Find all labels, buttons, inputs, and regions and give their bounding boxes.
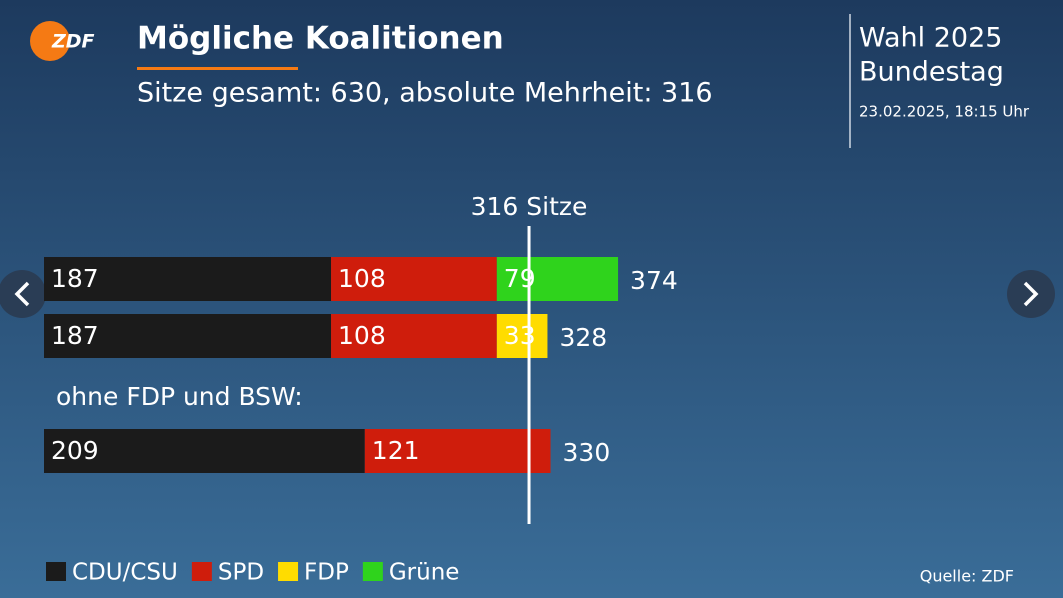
logo: ZDF: [51, 31, 95, 53]
total-label: 374: [630, 266, 678, 295]
nav-prev-icon: [14, 281, 30, 307]
reference-label: 316 Sitze: [471, 192, 588, 221]
legend-swatch: [278, 562, 299, 581]
value-label: 108: [338, 321, 386, 350]
sidebar-line1: Wahl 2025: [859, 23, 1002, 54]
nav-next-icon: [1023, 281, 1039, 307]
title-underline: [137, 67, 298, 70]
nav-prev-button[interactable]: [0, 270, 46, 318]
bar-segment: [331, 314, 497, 358]
legend-label: Grüne: [389, 560, 460, 586]
source: Quelle: ZDF: [920, 567, 1014, 586]
value-label: 209: [51, 436, 99, 465]
value-label: 33: [504, 321, 536, 350]
bar-segment: [44, 314, 332, 358]
subtitle: Sitze gesamt: 630, absolute Mehrheit: 31…: [137, 78, 713, 109]
logo-circle: [30, 21, 70, 61]
value-label: 108: [338, 264, 386, 293]
value-label: 121: [372, 436, 420, 465]
legend-label: FDP: [304, 560, 349, 586]
total-label: 328: [559, 323, 607, 352]
annotation: ohne FDP und BSW:: [56, 382, 303, 411]
bar-segment: [496, 257, 619, 301]
title: Mögliche Koalitionen: [137, 21, 504, 57]
total-label: 330: [563, 438, 611, 467]
nav-next[interactable]: [1007, 270, 1055, 318]
bar-segment: [331, 257, 497, 301]
value-label: 187: [51, 321, 99, 350]
nav-next-button[interactable]: [1007, 270, 1055, 318]
bar-segment: [44, 429, 365, 473]
legend-label: SPD: [218, 560, 264, 586]
value-label: 79: [504, 264, 536, 293]
legend-swatch: [362, 562, 383, 581]
legend-swatch: [46, 562, 66, 581]
bar-segment: [496, 314, 548, 358]
value-label: 187: [51, 264, 99, 293]
sidebar-line2: Bundestag: [859, 57, 1004, 88]
timestamp: 23.02.2025, 18:15 Uhr: [859, 103, 1030, 121]
legend-swatch: [191, 562, 212, 581]
bar-segment: [364, 429, 551, 473]
nav-prev[interactable]: [0, 270, 46, 318]
bar-segment: [44, 257, 332, 301]
legend-label: CDU/CSU: [72, 560, 178, 586]
